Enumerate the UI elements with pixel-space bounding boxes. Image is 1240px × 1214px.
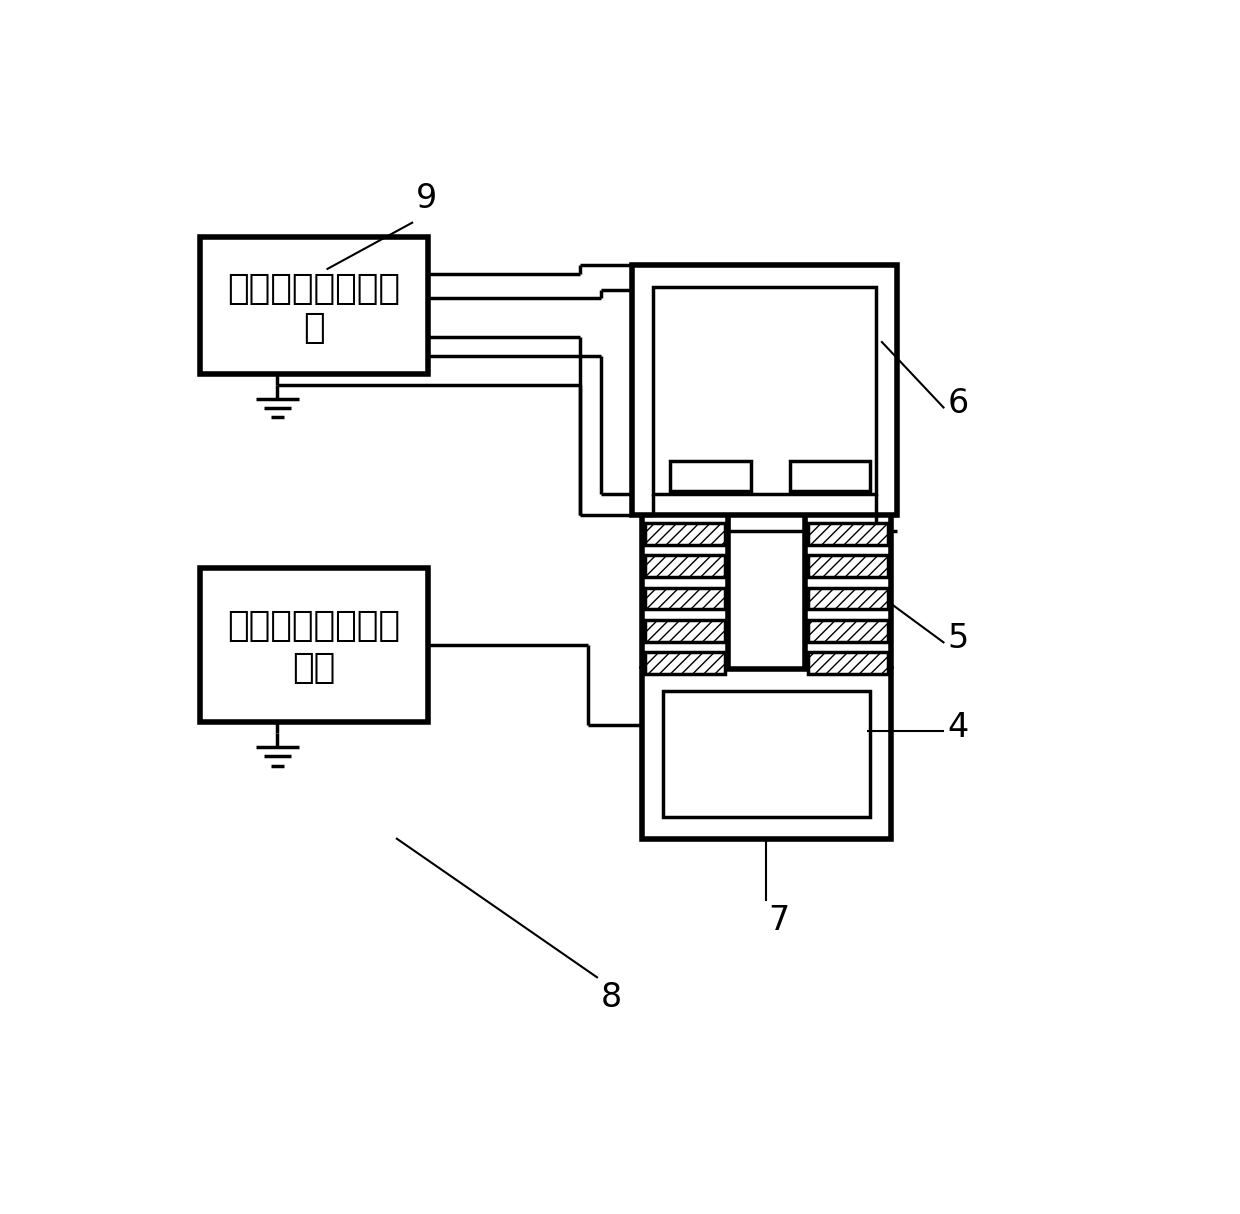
Bar	[808, 523, 888, 545]
Bar	[790, 461, 870, 490]
Bar	[641, 669, 892, 839]
Bar	[645, 523, 725, 545]
Text: 6: 6	[947, 387, 968, 420]
Text: 源: 源	[304, 311, 325, 345]
Bar	[653, 287, 875, 494]
Bar	[201, 237, 428, 374]
Text: 5: 5	[947, 622, 968, 656]
Text: 8: 8	[601, 981, 622, 1014]
Text: 伪火花放电纳秒脉: 伪火花放电纳秒脉	[227, 609, 401, 643]
Bar	[663, 691, 869, 817]
Bar	[201, 568, 428, 721]
Bar	[808, 652, 888, 674]
Bar	[645, 652, 725, 674]
Bar	[645, 555, 725, 577]
Text: 9: 9	[417, 182, 438, 215]
Text: 电子束后加速脉冲: 电子束后加速脉冲	[227, 272, 401, 306]
Bar	[645, 620, 725, 641]
Bar	[631, 265, 898, 515]
Bar	[808, 588, 888, 609]
Bar	[808, 620, 888, 641]
Text: 4: 4	[947, 710, 968, 743]
Bar	[808, 555, 888, 577]
Bar	[670, 461, 751, 490]
Text: 冲源: 冲源	[293, 651, 336, 685]
Text: 7: 7	[769, 904, 790, 937]
Bar	[645, 588, 725, 609]
